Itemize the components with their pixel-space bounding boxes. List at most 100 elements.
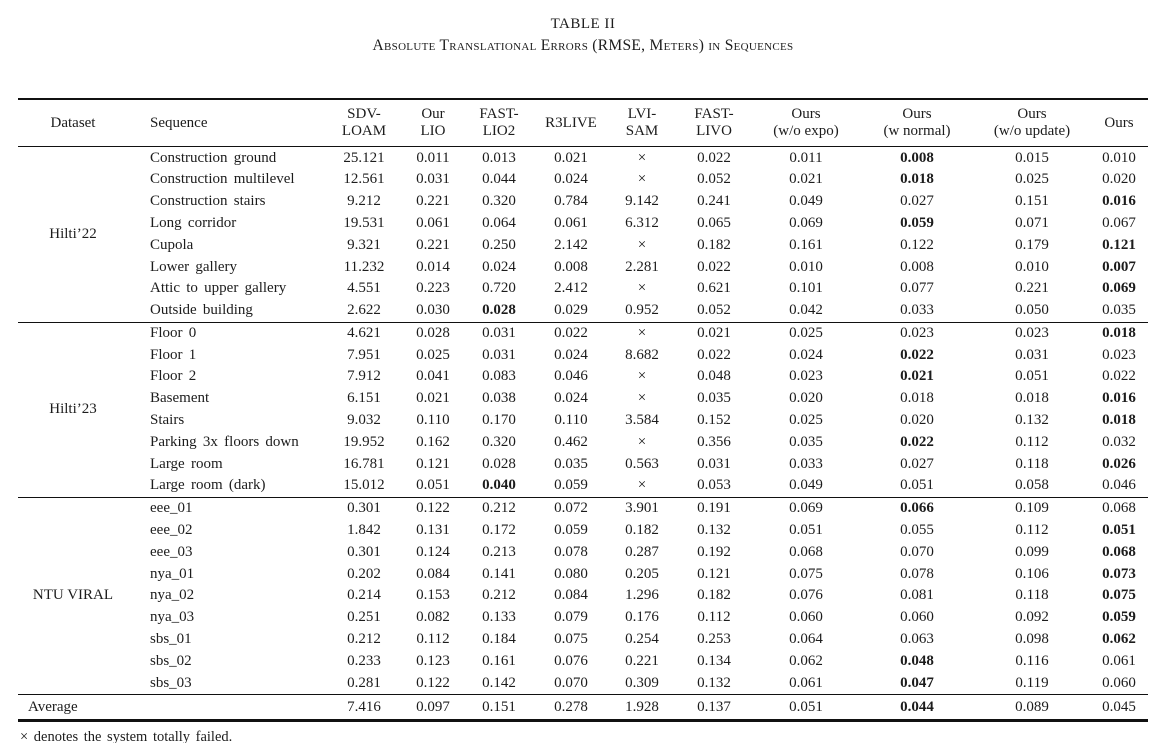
value-cell: 0.251 [347,609,381,626]
dataset-label: NTU VIRAL [32,587,114,604]
value-cell: 0.021 [789,171,823,188]
value-cell: 0.952 [625,302,659,319]
value-cell: 0.032 [1102,433,1136,450]
value-cell: 0.018 [1015,390,1049,407]
value-cell: 0.205 [625,565,659,582]
value-cell: 0.011 [789,149,823,166]
value-cell: 0.063 [900,631,934,648]
value-cell: 0.024 [789,346,823,363]
value-cell: 0.061 [416,214,450,231]
value-cell: 0.110 [554,412,588,429]
value-cell: 0.025 [416,346,450,363]
value-cell: 0.132 [697,674,731,691]
sequence-label: sbs_02 [150,652,192,669]
column-header: Ours (w/o update) [974,99,1090,148]
value-cell: 0.301 [347,500,381,517]
value-cell: 0.356 [697,433,731,450]
value-cell: 0.018 [900,390,934,407]
value-cell: 0.122 [416,500,450,517]
value-cell: 0.024 [554,390,588,407]
table-row: Long corridor 19.531 0.061 0.064 0.061 6.312 0… [18,213,1148,235]
value-cell: 0.048 [697,368,731,385]
value-cell: 0.213 [482,543,516,560]
value-cell: 0.184 [482,631,516,648]
sequence-label: eee_01 [150,500,193,517]
value-cell: 0.112 [1015,522,1049,539]
value-cell: 0.137 [697,698,731,715]
value-cell: 0.223 [416,280,450,297]
value-cell: 2.622 [347,302,381,319]
value-cell: 8.682 [625,346,659,363]
value-cell: 0.084 [554,587,588,604]
table-footnote: × denotes the system totally failed. [20,729,233,743]
value-cell: 0.048 [900,652,934,669]
value-cell: 0.106 [1015,565,1049,582]
value-cell: 0.621 [697,280,731,297]
value-cell: 0.058 [1015,477,1049,494]
table-row: NTU VIRAL eee_01 0.301 0.122 0.212 0.072 3.901… [18,497,1148,603]
value-cell: 0.212 [482,587,516,604]
results-table: Dataset Sequence SDV- LOAM Our LIO FAST- LIO… [18,98,1148,723]
sequence-label: eee_02 [150,522,193,539]
value-cell: 0.033 [900,302,934,319]
sequence-label: Attic to upper gallery [150,280,287,297]
value-cell: 0.076 [789,587,823,604]
dataset-group: NTU VIRAL eee_01 0.301 0.122 0.212 0.072 3.901… [18,497,1148,694]
value-cell: 1.928 [625,698,659,715]
value-cell: 0.035 [789,433,823,450]
value-cell: 1.296 [625,587,659,604]
sequence-label: Large room [150,455,223,472]
value-cell: 0.011 [416,149,450,166]
value-cell: 0.301 [347,543,381,560]
value-cell: 0.221 [416,236,450,253]
value-cell: 0.021 [554,149,588,166]
value-cell: 0.123 [416,652,450,669]
value-cell: 0.038 [482,390,516,407]
value-cell: 0.119 [1015,674,1049,691]
value-cell: 0.059 [1102,609,1136,626]
value-cell: 9.032 [347,412,381,429]
value-cell: 16.781 [343,455,385,472]
value-cell: 0.112 [1015,433,1049,450]
value-cell: 0.192 [697,543,731,560]
value-cell: 0.132 [697,522,731,539]
value-cell: 0.035 [1102,302,1136,319]
sequence-label: sbs_01 [150,631,192,648]
value-cell: 0.110 [416,412,450,429]
sequence-label: Floor 2 [150,368,197,385]
value-cell: 0.051 [900,477,934,494]
column-header: Ours (w/o expo) [752,99,860,148]
average-group: Average 7.416 0.097 0.151 0.278 1.928 0.137 0.0… [18,694,1148,721]
sequence-label: Construction stairs [150,193,266,210]
value-cell: 7.416 [347,698,381,715]
value-cell: 0.214 [347,587,381,604]
table-row: Construction stairs 9.212 0.221 0.320 0.784 9… [18,191,1148,213]
failed-mark: × [637,236,647,253]
value-cell: 0.052 [697,302,731,319]
value-cell: 0.241 [697,193,731,210]
value-cell: 7.951 [347,346,381,363]
value-cell: 0.221 [416,193,450,210]
value-cell: 0.118 [1015,455,1049,472]
value-cell: 0.320 [482,433,516,450]
value-cell: 0.069 [1102,280,1136,297]
value-cell: 0.122 [416,674,450,691]
value-cell: 0.051 [1015,368,1049,385]
value-cell: 0.031 [482,346,516,363]
value-cell: 0.016 [1102,193,1136,210]
table-row: Attic to upper gallery 4.551 0.223 0.720 2.4… [18,278,1148,300]
value-cell: 0.720 [482,280,516,297]
value-cell: 0.008 [554,258,588,275]
value-cell: 0.051 [1102,522,1136,539]
value-cell: 0.023 [789,368,823,385]
value-cell: 0.031 [697,455,731,472]
column-header: FAST- LIO2 [464,99,534,148]
value-cell: 0.022 [1102,368,1136,385]
value-cell: 0.131 [416,522,450,539]
column-header: SDV- LOAM [326,99,402,148]
value-cell: 0.254 [625,631,659,648]
table-row: Floor 1 7.951 0.025 0.031 0.024 8.682 0.022 0.0… [18,344,1148,366]
value-cell: 0.092 [1015,609,1049,626]
table-row: eee_02 1.842 0.131 0.172 0.059 0.182 0.132 0.05… [18,520,1148,542]
value-cell: 0.153 [416,587,450,604]
